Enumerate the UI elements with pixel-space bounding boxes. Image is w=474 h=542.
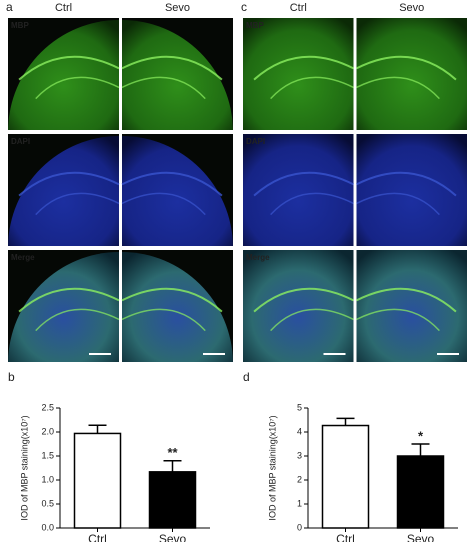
y-tick-label: 4 — [297, 426, 302, 436]
y-tick-label: 5 — [297, 402, 302, 412]
tissue-structure — [270, 76, 354, 100]
tissue-structure — [121, 287, 223, 313]
y-tick-label: 0.5 — [41, 498, 54, 508]
column-label: Sevo — [399, 2, 424, 14]
tissue-structure — [121, 171, 223, 197]
y-tick-label: 1.5 — [41, 450, 54, 460]
row-label: MBP — [11, 21, 29, 30]
row-label: DAPI — [246, 137, 265, 146]
significance-label: * — [418, 428, 424, 443]
tissue-structure — [356, 55, 457, 81]
panel-label: b — [8, 370, 15, 384]
tissue-structure — [253, 55, 354, 81]
tissue-structure — [35, 192, 120, 216]
tissue-structure — [253, 171, 354, 197]
tissue-structure — [18, 171, 120, 197]
y-tick-label: 2.5 — [41, 402, 54, 412]
y-tick-label: 0 — [297, 522, 302, 532]
row-label: Merge — [246, 253, 270, 262]
tissue-structure — [356, 308, 440, 332]
tissue-structure — [35, 76, 120, 100]
x-tick-label: Ctrl — [88, 532, 107, 542]
y-tick-label: 1.0 — [41, 474, 54, 484]
tissue-structure — [356, 171, 457, 197]
row-label: DAPI — [11, 137, 30, 146]
micrograph — [8, 252, 119, 362]
micrograph — [122, 252, 233, 362]
column-label: Ctrl — [290, 2, 307, 14]
y-tick-label: 0.0 — [41, 522, 54, 532]
y-tick-label: 2.0 — [41, 426, 54, 436]
bar — [73, 432, 122, 529]
x-tick-label: Sevo — [159, 532, 187, 542]
y-tick-label: 2 — [297, 474, 302, 484]
tissue-structure — [270, 192, 354, 216]
panel-label: a — [6, 0, 13, 14]
column-label: Sevo — [165, 2, 190, 14]
column-label: Ctrl — [55, 2, 72, 14]
micrograph — [8, 136, 119, 246]
panel-label: d — [243, 370, 250, 384]
tissue-structure — [121, 76, 206, 100]
micrograph — [122, 20, 233, 130]
y-axis-label: IOD of MBP staining(x10⁷) — [19, 415, 29, 520]
x-tick-label: Ctrl — [336, 532, 355, 542]
bar — [396, 455, 445, 529]
x-tick-label: Sevo — [407, 532, 435, 542]
tissue-structure — [121, 192, 206, 216]
y-axis-label: IOD of MBP staining(x10⁷) — [267, 415, 277, 520]
tissue-structure — [356, 76, 440, 100]
tissue-structure — [270, 308, 354, 332]
y-tick-label: 1 — [297, 498, 302, 508]
row-label: MBP — [246, 21, 264, 30]
tissue-structure — [356, 192, 440, 216]
tissue-structure — [18, 287, 120, 313]
tissue-structure — [356, 287, 457, 313]
tissue-structure — [35, 308, 120, 332]
tissue-structure — [18, 55, 120, 81]
bar — [321, 424, 370, 529]
row-label: Merge — [11, 253, 35, 262]
significance-label: ** — [167, 445, 178, 460]
tissue-structure — [121, 308, 206, 332]
tissue-structure — [253, 287, 354, 313]
micrograph — [8, 19, 119, 130]
y-tick-label: 3 — [297, 450, 302, 460]
bar — [148, 471, 197, 529]
tissue-structure — [121, 55, 223, 81]
panel-label: c — [241, 0, 247, 14]
micrograph — [122, 136, 233, 246]
